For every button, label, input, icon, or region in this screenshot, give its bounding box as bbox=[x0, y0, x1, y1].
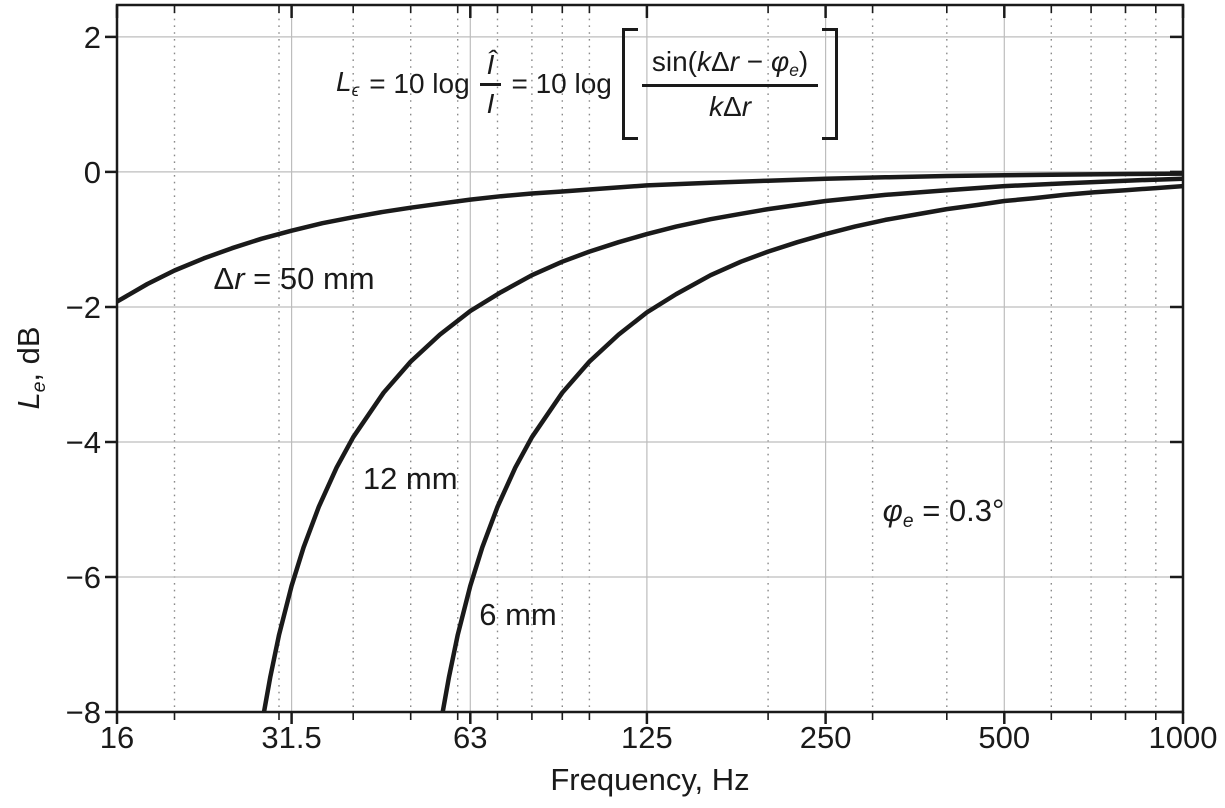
formula-eq1: = 10 log bbox=[369, 68, 470, 99]
y-tick-label: −2 bbox=[66, 290, 101, 325]
curve-6mm bbox=[440, 183, 1183, 712]
formula-eq2: = 10 log bbox=[511, 68, 612, 99]
left-bracket bbox=[621, 28, 638, 140]
y-axis-title: Le, dB bbox=[11, 326, 50, 410]
y-tick-label: 2 bbox=[84, 20, 101, 55]
x-tick-label: 250 bbox=[800, 720, 852, 755]
y-tick-label: −6 bbox=[66, 560, 101, 595]
right-bracket bbox=[822, 28, 839, 140]
x-axis-title: Frequency, Hz bbox=[550, 762, 750, 797]
x-tick-label: 500 bbox=[978, 720, 1030, 755]
x-tick-label: 16 bbox=[100, 720, 134, 755]
formula-lhs: Lϵ bbox=[336, 66, 360, 101]
formula-annotation: Lϵ = 10 log Î I = 10 log sin(kΔr − φe) k… bbox=[336, 28, 839, 140]
y-tick-label: −8 bbox=[66, 695, 101, 730]
x-tick-label: 63 bbox=[453, 720, 487, 755]
label-phase-error: φe = 0.3° bbox=[882, 492, 1005, 532]
label-12mm: 12 mm bbox=[362, 461, 458, 497]
curve-50mm bbox=[117, 171, 1183, 304]
curve-12mm bbox=[261, 176, 1183, 712]
y-tick-label: 0 bbox=[84, 155, 101, 190]
x-tick-label: 1000 bbox=[1149, 720, 1218, 755]
plot-border bbox=[115, 3, 1185, 714]
sinc-fraction: sin(kΔr − φe) kΔr bbox=[641, 46, 819, 122]
x-tick-label: 31.5 bbox=[261, 720, 321, 755]
intensity-ratio-fraction: Î I bbox=[479, 50, 502, 118]
label-6mm: 6 mm bbox=[479, 597, 557, 633]
y-tick-label: −4 bbox=[66, 425, 101, 460]
x-tick-label: 125 bbox=[621, 720, 673, 755]
label-dr-50mm: Δr = 50 mm bbox=[213, 260, 375, 296]
